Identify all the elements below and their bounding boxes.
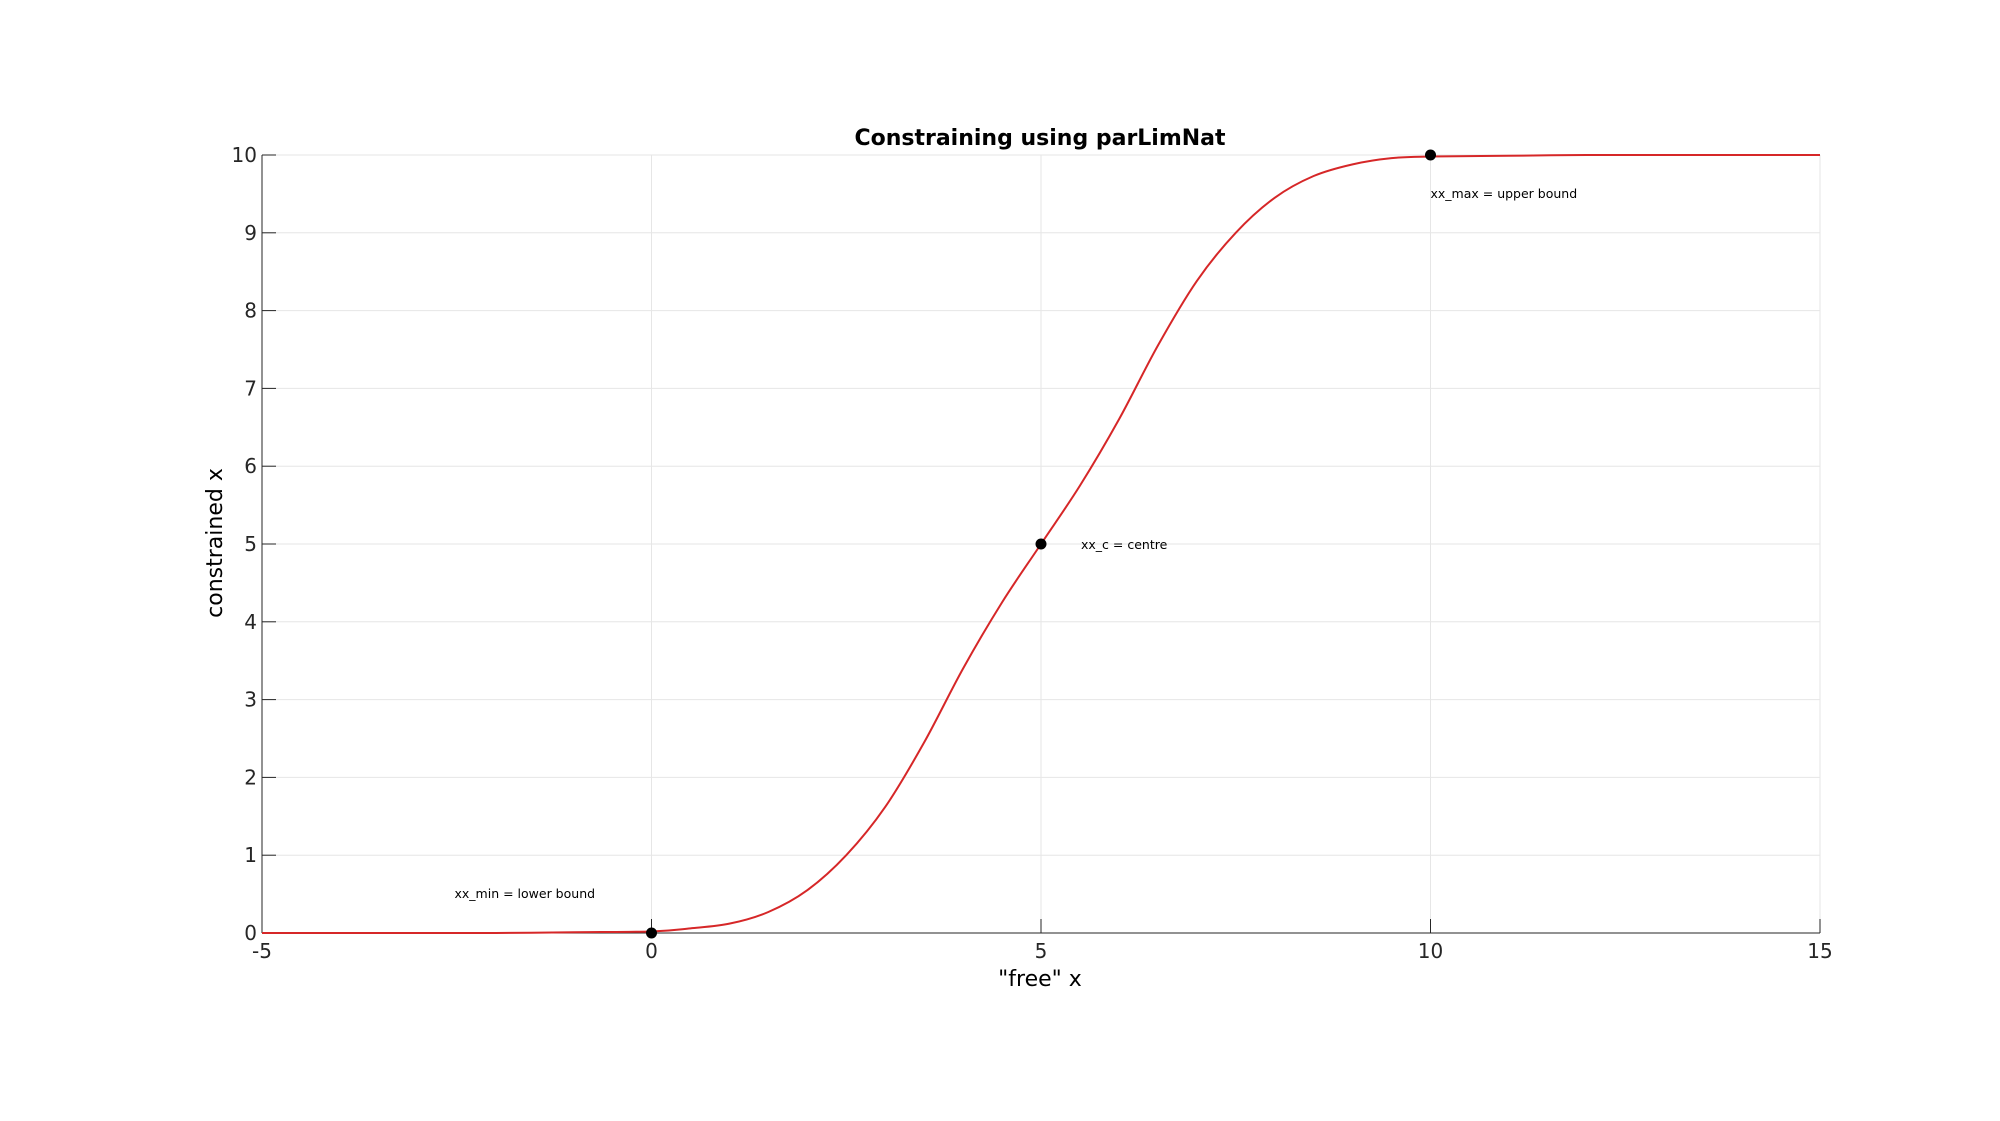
x-tick-label: 0: [645, 939, 658, 963]
y-tick-label: 5: [244, 532, 257, 556]
marker-annotation: xx_min = lower bound: [455, 886, 596, 901]
y-tick-label: 0: [244, 921, 257, 945]
y-tick-label: 10: [232, 143, 257, 167]
y-tick-label: 3: [244, 688, 257, 712]
markers-group: [646, 149, 1436, 939]
x-tick-label: -5: [252, 939, 272, 963]
x-tick-label: 15: [1807, 939, 1832, 963]
y-tick-label: 9: [244, 221, 257, 245]
y-axis-title: constrained x: [203, 468, 228, 618]
marker-annotation: xx_c = centre: [1081, 537, 1168, 552]
y-tick-label: 7: [244, 376, 257, 400]
x-tick-label: 5: [1035, 939, 1048, 963]
marker-point: [1425, 149, 1436, 161]
y-tick-label: 4: [244, 610, 257, 634]
labels-group: xx_min = lower bound xx_c = centre xx_max …: [455, 186, 1578, 901]
y-tick-label: 2: [244, 765, 257, 789]
y-tick-label: 8: [244, 299, 257, 323]
marker-point: [1035, 538, 1047, 550]
y-tick-label: 1: [244, 843, 257, 867]
y-tick-label: 6: [244, 454, 257, 478]
marker-point: [646, 927, 657, 939]
x-axis-title: "free" x: [998, 967, 1082, 992]
x-tick-label: 10: [1418, 939, 1443, 963]
marker-annotation: xx_max = upper bound: [1431, 186, 1578, 201]
chart-title: Constraining using parLimNat: [854, 126, 1226, 151]
